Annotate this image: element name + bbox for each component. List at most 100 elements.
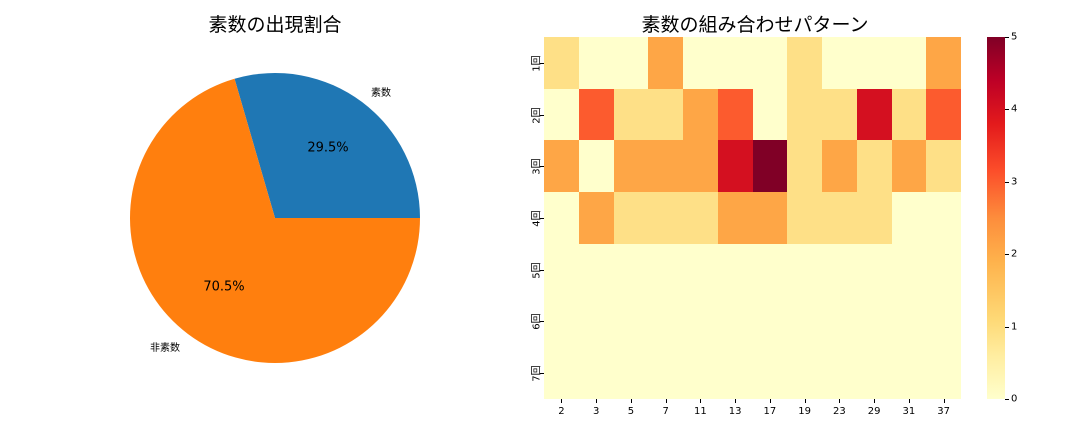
heatmap-cell	[578, 37, 614, 89]
heatmap-cell	[578, 295, 614, 348]
heatmap-cell	[717, 140, 753, 193]
y-tick-mark	[540, 114, 544, 116]
heatmap-grid	[544, 37, 961, 399]
heatmap-cell	[891, 37, 927, 89]
heatmap-cell	[891, 347, 927, 399]
heatmap-cell	[613, 140, 649, 193]
heatmap-cell	[787, 192, 822, 244]
heatmap-cell	[926, 243, 961, 296]
heatmap-cell	[544, 243, 579, 296]
heatmap-cell	[891, 243, 927, 296]
heatmap-cell	[613, 347, 649, 399]
colorbar-tick-mark	[1005, 399, 1009, 400]
x-tick-mark	[735, 399, 737, 403]
heatmap-cell	[822, 347, 857, 399]
x-tick-label: 19	[798, 406, 811, 417]
heatmap-title: 素数の組み合わせパターン	[641, 14, 869, 36]
y-tick-mark	[540, 166, 544, 168]
heatmap-cell	[683, 88, 718, 141]
heatmap-cell	[856, 192, 892, 244]
heatmap-cell	[891, 88, 927, 141]
heatmap-cell	[822, 192, 857, 244]
colorbar-tick-label: 2	[1011, 248, 1018, 260]
heatmap-cell	[613, 192, 649, 244]
pie-pct-nonprime: 70.5%	[203, 279, 245, 295]
heatmap-cell	[683, 243, 718, 296]
x-tick-label: 29	[867, 406, 881, 417]
heatmap-cell	[717, 192, 753, 244]
x-tick-label: 31	[902, 406, 916, 417]
heatmap-cell	[544, 37, 579, 89]
heatmap-cell	[544, 192, 579, 244]
heatmap-cell	[891, 140, 927, 193]
heatmap-cell	[578, 88, 614, 141]
heatmap-cell	[648, 88, 683, 141]
colorbar-tick-mark	[1005, 109, 1009, 111]
heatmap-cell	[578, 243, 614, 296]
x-tick-mark	[839, 399, 841, 403]
heatmap-cell	[822, 37, 857, 89]
colorbar-tick-mark	[1005, 37, 1009, 38]
heatmap-cell	[717, 37, 753, 89]
heatmap-cell	[683, 140, 718, 193]
heatmap-cell	[648, 347, 683, 399]
heatmap-cell	[926, 37, 961, 89]
x-tick-label: 23	[833, 406, 846, 417]
x-tick-label: 37	[937, 406, 950, 417]
heatmap-cell	[926, 140, 961, 193]
heatmap-cell	[683, 37, 718, 89]
heatmap-cell	[544, 347, 579, 399]
x-tick-label: 3	[592, 406, 600, 417]
heatmap-cell	[752, 140, 788, 193]
heatmap-cell	[544, 140, 579, 193]
heatmap-cell	[613, 88, 649, 141]
heatmap-cell	[752, 347, 788, 399]
heatmap-cell	[613, 243, 649, 296]
heatmap-cell	[891, 192, 927, 244]
heatmap-cell	[648, 295, 683, 348]
heatmap-cell	[578, 140, 614, 193]
x-tick-label: 13	[728, 406, 742, 417]
x-tick-label: 17	[763, 406, 777, 417]
heatmap-cell	[856, 243, 892, 296]
x-tick-mark	[700, 399, 702, 403]
heatmap-cell	[856, 140, 892, 193]
heatmap-cell	[752, 88, 788, 141]
heatmap-cell	[752, 192, 788, 244]
heatmap-cell	[787, 243, 822, 296]
heatmap-cell	[683, 295, 718, 348]
x-tick-mark	[874, 399, 876, 403]
heatmap-cell	[717, 243, 753, 296]
pie-wedge-nonprime	[129, 78, 420, 363]
heatmap-cell	[856, 295, 892, 348]
heatmap-cell	[926, 192, 961, 244]
pie-pct-prime: 29.5%	[307, 140, 349, 156]
heatmap-cell	[544, 295, 579, 348]
colorbar-tick-mark	[1005, 181, 1009, 183]
pie-chart-title: 素数の出現割合	[208, 14, 342, 36]
pie-label-nonprime: 非素数	[150, 343, 180, 354]
heatmap-cell	[752, 295, 788, 348]
colorbar-tick-mark	[1005, 326, 1009, 328]
heatmap-cell	[926, 347, 961, 399]
heatmap-cell	[926, 88, 961, 141]
heatmap-cell	[822, 243, 857, 296]
colorbar-tick-mark	[1005, 254, 1009, 256]
heatmap-cell	[891, 295, 927, 348]
heatmap-cell	[648, 140, 683, 193]
heatmap-cell	[926, 295, 961, 348]
x-tick-label: 11	[694, 406, 707, 417]
heatmap-cell	[613, 295, 649, 348]
heatmap-cell	[578, 347, 614, 399]
heatmap-cell	[578, 192, 614, 244]
heatmap-cell	[787, 37, 822, 89]
heatmap-cell	[822, 295, 857, 348]
y-tick-mark	[540, 269, 544, 271]
heatmap-cell	[717, 347, 753, 399]
heatmap-cell	[787, 88, 822, 141]
heatmap-cell	[856, 347, 892, 399]
y-tick-mark	[540, 62, 544, 64]
colorbar-tick-label: 4	[1011, 103, 1018, 115]
pie-chart	[129, 73, 420, 363]
heatmap-cell	[787, 295, 822, 348]
